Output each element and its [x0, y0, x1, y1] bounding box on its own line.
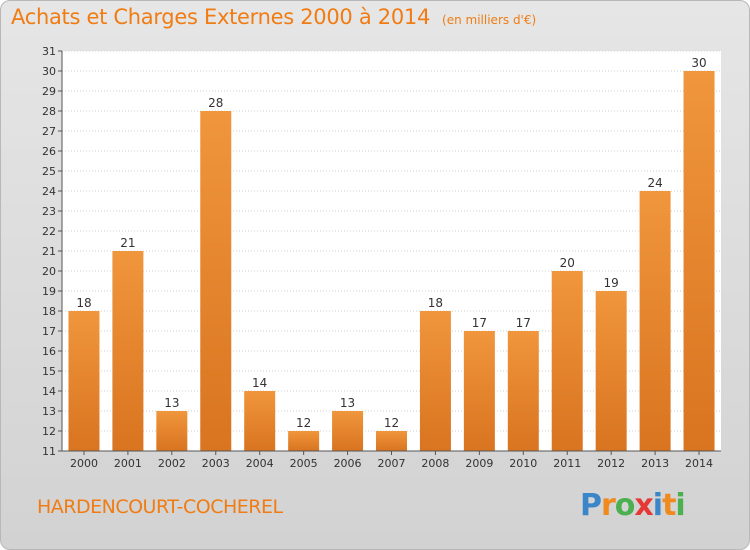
y-tick-label: 30 — [42, 65, 56, 78]
bar-2005 — [288, 431, 320, 451]
data-label-2001: 21 — [120, 236, 135, 250]
y-tick-label: 12 — [42, 425, 56, 438]
bar-2010 — [507, 331, 539, 451]
x-tick-label: 2012 — [597, 457, 625, 470]
logo-letter: P — [580, 488, 602, 523]
data-label-2004: 14 — [252, 376, 267, 390]
bar-2004 — [244, 391, 276, 451]
data-labels: 18 21 13 28 14 12 13 12 18 17 17 20 19 24 30 — [76, 56, 706, 430]
data-label-2012: 19 — [604, 276, 619, 290]
x-tick-label: 2001 — [114, 457, 142, 470]
x-tick-label: 2003 — [202, 457, 230, 470]
chart-title-row: Achats et Charges Externes 2000 à 2014 (… — [11, 5, 536, 35]
x-tick-label: 2007 — [378, 457, 406, 470]
data-label-2010: 17 — [516, 316, 531, 330]
data-label-2009: 17 — [472, 316, 487, 330]
x-axis: 2000 2001 2002 2003 2004 2005 2006 2007 2008 2009… — [62, 450, 721, 470]
bar-2000 — [68, 311, 100, 451]
bar-2002 — [156, 411, 188, 451]
y-tick-label: 21 — [42, 245, 56, 258]
bar-2013 — [639, 191, 671, 451]
y-tick-label: 20 — [42, 265, 56, 278]
y-tick-label: 13 — [42, 405, 56, 418]
bar-2006 — [332, 411, 364, 451]
data-label-2014: 30 — [691, 56, 706, 70]
y-tick-label: 15 — [42, 365, 56, 378]
y-axis: 11 12 13 14 15 16 17 18 19 20 21 22 23 24 25 26 27 28 29 30… — [42, 45, 63, 458]
y-tick-label: 23 — [42, 205, 56, 218]
y-tick-label: 22 — [42, 225, 56, 238]
commune-name: HARDENCOURT-COCHEREL — [37, 496, 283, 518]
chart-unit: (en milliers d'€) — [442, 13, 537, 27]
y-tick-label: 14 — [42, 385, 56, 398]
data-label-2013: 24 — [647, 176, 662, 190]
logo-letter: x — [634, 488, 653, 523]
x-tick-label: 2011 — [553, 457, 581, 470]
y-tick-label: 24 — [42, 185, 56, 198]
x-tick-label: 2004 — [246, 457, 274, 470]
bar-2008 — [419, 311, 451, 451]
x-tick-label: 2006 — [334, 457, 362, 470]
logo-letter: i — [675, 488, 685, 523]
y-tick-label: 18 — [42, 305, 56, 318]
data-label-2002: 13 — [164, 396, 179, 410]
x-tick-label: 2009 — [465, 457, 493, 470]
y-tick-label: 17 — [42, 325, 56, 338]
y-tick-label: 28 — [42, 105, 56, 118]
bar-2012 — [595, 291, 627, 451]
logo-letter: o — [614, 488, 636, 523]
data-label-2008: 18 — [428, 296, 443, 310]
y-tick-label: 16 — [42, 345, 56, 358]
data-label-2006: 13 — [340, 396, 355, 410]
y-tick-label: 19 — [42, 285, 56, 298]
data-label-2000: 18 — [76, 296, 91, 310]
y-tick-label: 27 — [42, 125, 56, 138]
bar-2007 — [376, 431, 407, 451]
x-tick-label: 2005 — [290, 457, 318, 470]
x-tick-label: 2014 — [685, 457, 713, 470]
bar-2011 — [551, 271, 583, 451]
y-tick-label: 29 — [42, 85, 56, 98]
bar-2001 — [112, 251, 144, 451]
bar-2009 — [463, 331, 495, 451]
y-tick-label: 31 — [42, 45, 56, 58]
x-tick-label: 2000 — [70, 457, 98, 470]
x-tick-label: 2013 — [641, 457, 669, 470]
data-label-2007: 12 — [384, 416, 399, 430]
logo-letter: i — [652, 488, 663, 523]
data-label-2003: 28 — [208, 96, 223, 110]
data-label-2011: 20 — [560, 256, 575, 270]
bars — [68, 71, 715, 451]
proxiti-logo: Proxiti — [580, 488, 686, 523]
x-tick-label: 2008 — [421, 457, 449, 470]
data-label-2005: 12 — [296, 416, 311, 430]
logo-letter: r — [601, 488, 616, 523]
y-tick-label: 26 — [42, 145, 56, 158]
bar-2014 — [683, 71, 715, 451]
chart-title: Achats et Charges Externes 2000 à 2014 — [11, 5, 431, 29]
logo-letter: t — [662, 488, 676, 523]
y-tick-label: 25 — [42, 165, 56, 178]
bar-2003 — [200, 111, 232, 451]
x-tick-label: 2002 — [158, 457, 186, 470]
y-tick-label: 11 — [42, 445, 56, 458]
x-tick-label: 2010 — [509, 457, 537, 470]
